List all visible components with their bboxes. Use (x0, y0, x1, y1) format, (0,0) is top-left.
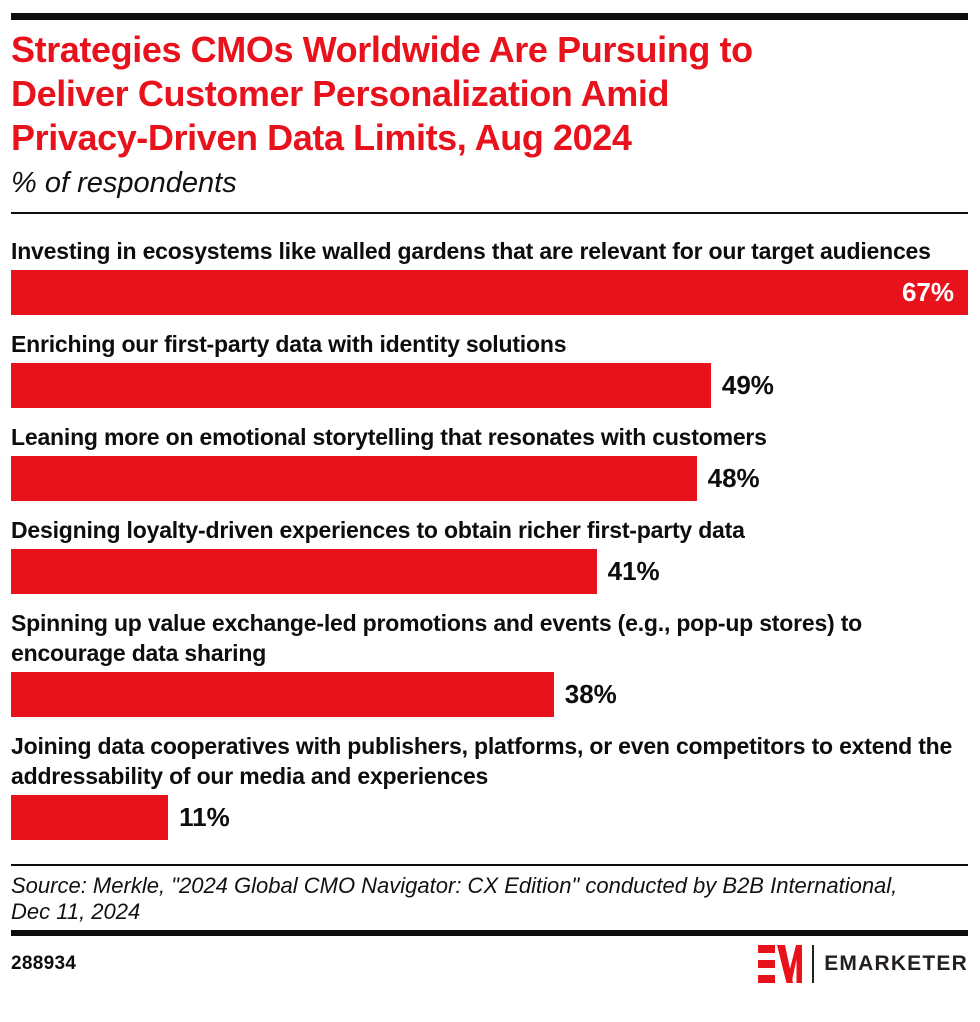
bar-row: Designing loyalty-driven experiences to … (11, 515, 968, 594)
bar-line: 67% (11, 270, 968, 315)
bar-line: 41% (11, 549, 968, 594)
footer-bar: 288934 EMARKETER (11, 944, 968, 984)
chart-id: 288934 (11, 953, 77, 974)
bar-category-label: Spinning up value exchange-led promotion… (11, 610, 863, 666)
brand-lockup: EMARKETER (758, 944, 968, 984)
bar-row: Spinning up value exchange-led promotion… (11, 608, 968, 717)
header-divider (11, 212, 968, 214)
bottom-rule (11, 930, 968, 936)
chart-subtitle: % of respondents (11, 167, 237, 199)
bar-category-label: Investing in ecosystems like walled gard… (11, 238, 931, 264)
source-divider (11, 864, 968, 866)
bar (11, 795, 169, 840)
bar-category-label: Enriching our first-party data with iden… (11, 331, 567, 357)
bar-category-label: Leaning more on emotional storytelling t… (11, 424, 767, 450)
bar-line: 11% (11, 795, 968, 840)
bar-value-label: 11% (179, 802, 230, 832)
source-note-line: Dec 11, 2024 (11, 899, 141, 924)
chart-title-line: Deliver Customer Personalization Amid (11, 73, 670, 114)
emarketer-logo-icon (758, 945, 803, 983)
bar-line: 48% (11, 456, 968, 501)
bar-line: 38% (11, 672, 968, 717)
bar-value-label: 49% (721, 370, 774, 400)
bar-category-label: Joining data cooperatives with publisher… (11, 733, 953, 789)
bar-row: Investing in ecosystems like walled gard… (11, 236, 968, 315)
brand-name: EMARKETER (824, 952, 968, 975)
bar (11, 456, 697, 501)
chart-title-line: Strategies CMOs Worldwide Are Pursuing t… (11, 29, 753, 70)
bar-category-label: Designing loyalty-driven experiences to … (11, 517, 745, 543)
bar-line: 49% (11, 363, 968, 408)
chart-title-line: Privacy-Driven Data Limits, Aug 2024 (11, 117, 632, 158)
logo-divider (812, 945, 815, 983)
top-rule (11, 13, 968, 20)
bar: 67% (11, 270, 968, 315)
bar-value-label: 67% (901, 277, 954, 307)
bar-rows: Investing in ecosystems like walled gard… (11, 236, 968, 840)
bar-value-label: 38% (564, 679, 617, 709)
bar-value-label: 48% (707, 463, 760, 493)
bar (11, 549, 597, 594)
bar-row: Enriching our first-party data with iden… (11, 329, 968, 408)
bar (11, 672, 554, 717)
source-note: Source: Merkle, "2024 Global CMO Navigat… (11, 873, 968, 925)
source-note-line: Source: Merkle, "2024 Global CMO Navigat… (11, 873, 898, 898)
bar (11, 363, 711, 408)
bar-value-label: 41% (607, 556, 660, 586)
chart-title: Strategies CMOs Worldwide Are Pursuing t… (11, 28, 968, 160)
bar-row: Leaning more on emotional storytelling t… (11, 422, 968, 501)
chart-page: Strategies CMOs Worldwide Are Pursuing t… (0, 13, 980, 984)
bar-row: Joining data cooperatives with publisher… (11, 731, 968, 840)
